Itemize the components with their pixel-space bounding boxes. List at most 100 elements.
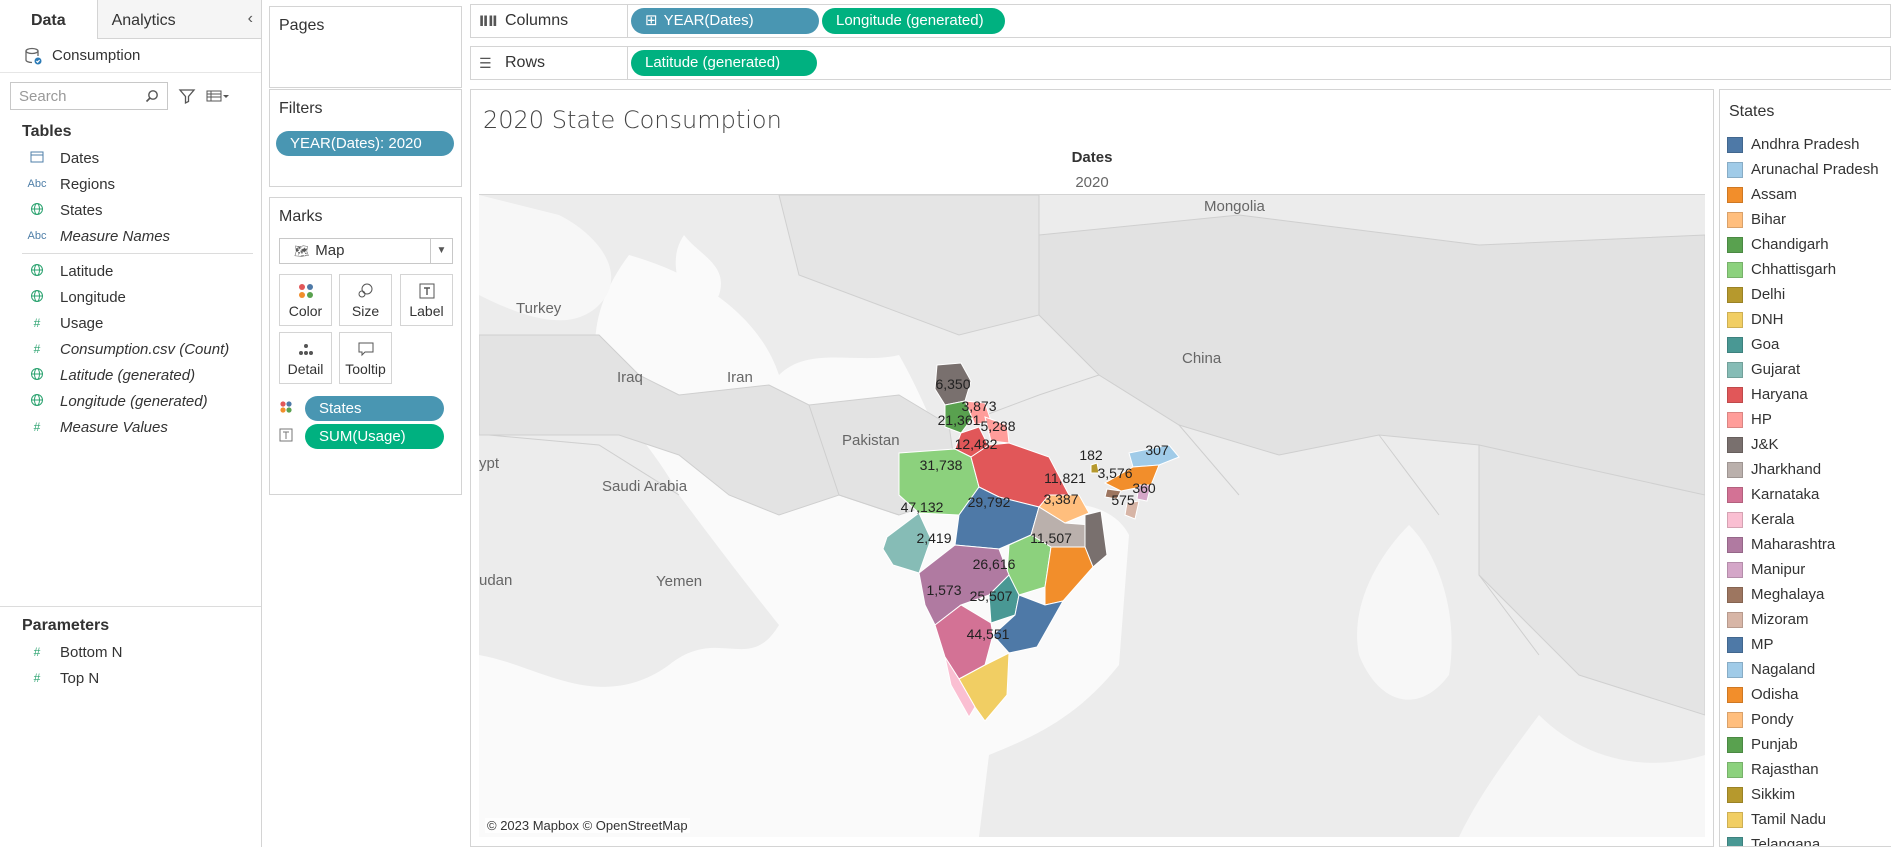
- legend-item[interactable]: Chhattisgarh: [1720, 257, 1891, 282]
- datasource-name: Consumption: [52, 47, 141, 64]
- field-item[interactable]: # Consumption.csv (Count): [0, 336, 261, 362]
- collapse-pane-icon[interactable]: ‹: [247, 10, 253, 27]
- legend-swatch: [1727, 611, 1743, 628]
- marks-card: Marks 🗺 Map ▼ Color Size Label Detail Too…: [269, 197, 462, 495]
- field-label: Usage: [60, 314, 104, 332]
- legend-item[interactable]: Meghalaya: [1720, 582, 1891, 607]
- worksheet-title: 2020 State Consumption: [483, 106, 782, 134]
- rows-pill-latitude[interactable]: Latitude (generated): [631, 50, 817, 76]
- marks-pill-states[interactable]: States: [305, 396, 444, 421]
- legend-label: Odisha: [1751, 686, 1799, 703]
- view-options-icon[interactable]: [206, 87, 230, 105]
- legend-item[interactable]: Gujarat: [1720, 357, 1891, 382]
- legend-swatch: [1727, 736, 1743, 753]
- tables-title: Tables: [22, 123, 72, 140]
- field-item[interactable]: States: [0, 197, 261, 223]
- tab-data[interactable]: Data: [0, 0, 98, 39]
- legend-item[interactable]: Odisha: [1720, 682, 1891, 707]
- map[interactable]: Mongolia Turkey China Iraq Iran Pakistan…: [479, 195, 1705, 837]
- legend-item[interactable]: Bihar: [1720, 207, 1891, 232]
- legend-item[interactable]: Nagaland: [1720, 657, 1891, 682]
- parameter-item[interactable]: # Bottom N: [0, 639, 261, 665]
- field-item[interactable]: Latitude (generated): [0, 362, 261, 388]
- legend-item[interactable]: Manipur: [1720, 557, 1891, 582]
- legend-swatch: [1727, 686, 1743, 703]
- marks-label-row: SUM(Usage): [279, 424, 444, 449]
- field-label: Dates: [60, 149, 100, 167]
- legend-label: Meghalaya: [1751, 586, 1825, 603]
- detail-button[interactable]: Detail: [279, 332, 332, 384]
- legend-item[interactable]: J&K: [1720, 432, 1891, 457]
- legend-item[interactable]: Arunachal Pradesh: [1720, 157, 1891, 182]
- legend-swatch: [1727, 286, 1743, 303]
- pages-card[interactable]: Pages: [269, 6, 462, 88]
- legend-item[interactable]: Maharashtra: [1720, 532, 1891, 557]
- tab-analytics[interactable]: Analytics: [97, 0, 261, 39]
- map-canvas[interactable]: Mongolia Turkey China Iraq Iran Pakistan…: [479, 195, 1705, 837]
- legend-item[interactable]: Punjab: [1720, 732, 1891, 757]
- legend-swatch: [1727, 761, 1743, 778]
- search-row: Search: [0, 73, 261, 119]
- legend-label: Manipur: [1751, 561, 1806, 578]
- legend-swatch: [1727, 811, 1743, 828]
- map-value-label: 360: [1132, 480, 1156, 496]
- legend-swatch: [1727, 436, 1743, 453]
- legend-item[interactable]: Chandigarh: [1720, 232, 1891, 257]
- field-item[interactable]: # Usage: [0, 310, 261, 336]
- field-item[interactable]: Abc Measure Names: [0, 223, 261, 249]
- map-value-label: 11,821: [1044, 470, 1086, 486]
- columns-pill-year-dates[interactable]: ⊞ YEAR(Dates): [631, 8, 819, 34]
- field-item[interactable]: Abc Regions: [0, 171, 261, 197]
- search-input[interactable]: Search: [10, 82, 168, 110]
- columns-shelf[interactable]: ⅡⅡ Columns ⊞ YEAR(Dates) Longitude (gener…: [470, 4, 1891, 38]
- map-label-yemen: Yemen: [656, 573, 702, 590]
- detail-label: Detail: [287, 361, 324, 377]
- datasource-icon: [24, 47, 42, 65]
- marks-pill-sum-usage[interactable]: SUM(Usage): [305, 424, 444, 449]
- filter-pill-year[interactable]: YEAR(Dates): 2020: [276, 131, 454, 156]
- globe-icon: [26, 202, 48, 219]
- legend-item[interactable]: Jharkhand: [1720, 457, 1891, 482]
- legend-item[interactable]: Goa: [1720, 332, 1891, 357]
- field-item[interactable]: # Measure Values: [0, 414, 261, 440]
- tooltip-button[interactable]: Tooltip: [339, 332, 392, 384]
- legend-label: Rajasthan: [1751, 761, 1819, 778]
- field-item[interactable]: Longitude: [0, 284, 261, 310]
- columns-pill-longitude[interactable]: Longitude (generated): [822, 8, 1005, 34]
- field-item[interactable]: Longitude (generated): [0, 388, 261, 414]
- legend-item[interactable]: Assam: [1720, 182, 1891, 207]
- legend-item[interactable]: Delhi: [1720, 282, 1891, 307]
- legend-item[interactable]: DNH: [1720, 307, 1891, 332]
- legend-item[interactable]: Telangana: [1720, 832, 1891, 846]
- size-button[interactable]: Size: [339, 274, 392, 326]
- field-item[interactable]: Latitude: [0, 258, 261, 284]
- pane-tabs: Data Analytics ‹: [0, 0, 261, 39]
- legend-item[interactable]: Pondy: [1720, 707, 1891, 732]
- field-item[interactable]: Dates: [0, 145, 261, 171]
- rows-shelf[interactable]: ☰ Rows Latitude (generated): [470, 46, 1891, 80]
- legend-item[interactable]: Rajasthan: [1720, 757, 1891, 782]
- map-value-label: 3,387: [1043, 491, 1078, 507]
- legend-item[interactable]: MP: [1720, 632, 1891, 657]
- mark-type-select[interactable]: 🗺 Map ▼: [279, 238, 453, 264]
- filters-title: Filters: [279, 100, 323, 117]
- legend-item[interactable]: Tamil Nadu: [1720, 807, 1891, 832]
- filter-icon[interactable]: [178, 87, 196, 105]
- map-credit[interactable]: © 2023 Mapbox © OpenStreetMap: [485, 818, 690, 833]
- label-button[interactable]: Label: [400, 274, 453, 326]
- parameters-title: Parameters: [22, 617, 110, 634]
- legend-label: DNH: [1751, 311, 1784, 328]
- field-label: Measure Values: [60, 418, 168, 436]
- legend-item[interactable]: Sikkim: [1720, 782, 1891, 807]
- legend-item[interactable]: HP: [1720, 407, 1891, 432]
- legend-item[interactable]: Mizoram: [1720, 607, 1891, 632]
- datasource-item[interactable]: Consumption: [0, 39, 261, 73]
- parameter-item[interactable]: # Top N: [0, 665, 261, 691]
- legend-item[interactable]: Andhra Pradesh: [1720, 132, 1891, 157]
- legend-item[interactable]: Kerala: [1720, 507, 1891, 532]
- legend-item[interactable]: Haryana: [1720, 382, 1891, 407]
- legend-swatch: [1727, 786, 1743, 803]
- color-button[interactable]: Color: [279, 274, 332, 326]
- detail-icon: [280, 333, 331, 361]
- legend-item[interactable]: Karnataka: [1720, 482, 1891, 507]
